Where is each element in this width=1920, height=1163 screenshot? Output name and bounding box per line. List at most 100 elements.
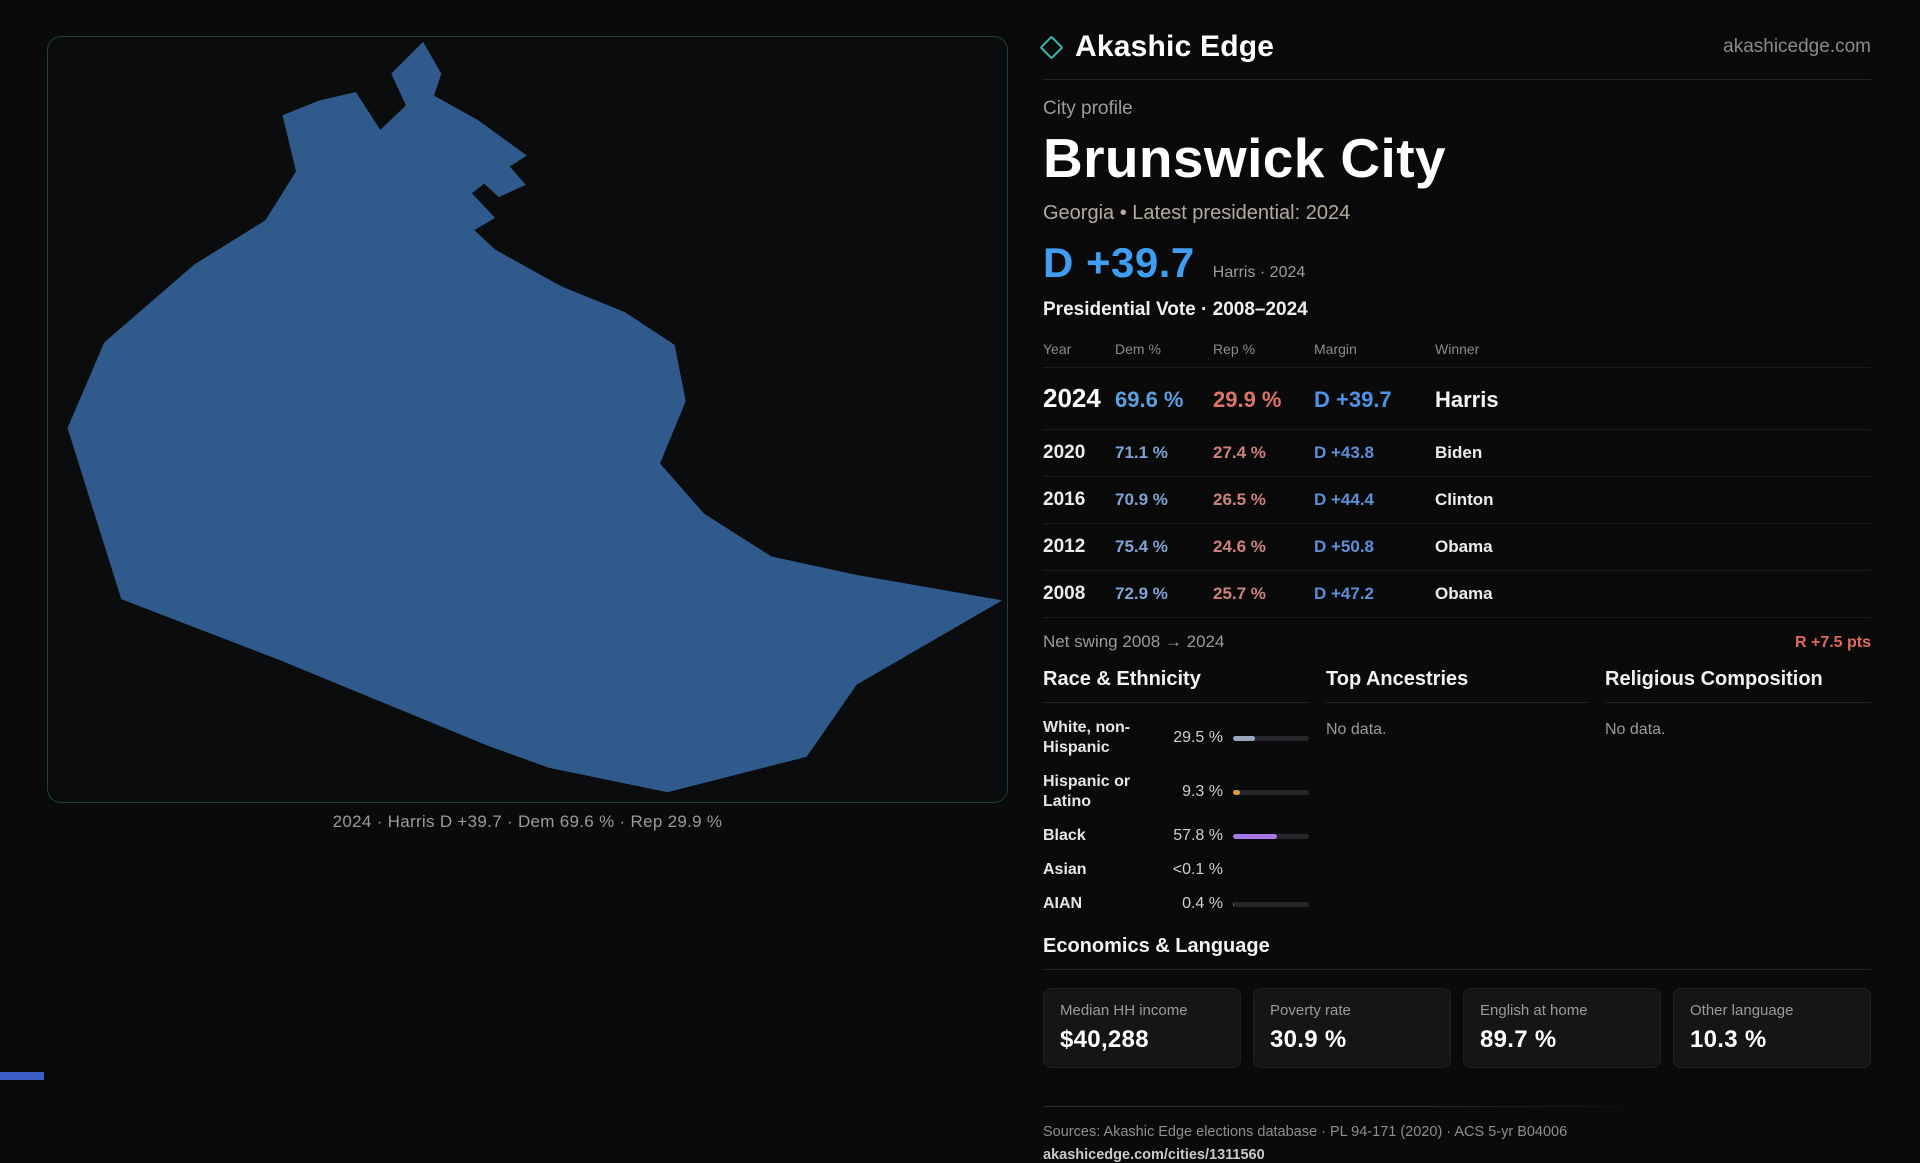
column-margin: Margin	[1314, 341, 1357, 357]
net-swing-value: R +7.5 pts	[1794, 634, 1871, 651]
race-value: 0.4 %	[1182, 895, 1223, 912]
year-cell: 2008	[1043, 583, 1086, 604]
winner-cell: Biden	[1435, 443, 1483, 462]
margin-cell: D +44.4	[1314, 490, 1375, 509]
year-cell: 2012	[1043, 536, 1086, 557]
sources-text: Sources: Akashic Edge elections database…	[1043, 1124, 1568, 1140]
stat-label: English at home	[1480, 1002, 1588, 1019]
rep-cell: 26.5 %	[1213, 490, 1266, 509]
race-label: White, non-Hispanic	[1043, 719, 1131, 756]
race-bar	[1233, 901, 1309, 907]
footer: Sources: Akashic Edge elections database…	[1043, 1106, 1871, 1163]
religious-composition-column: Religious Composition No data.	[1605, 668, 1871, 921]
page-title: Brunswick City	[1043, 127, 1446, 189]
footer-divider	[1043, 1106, 1871, 1107]
race-bar	[1233, 735, 1309, 741]
stat-label: Median HH income	[1060, 1002, 1188, 1019]
rep-cell: 27.4 %	[1213, 443, 1266, 462]
brand-domain-link[interactable]: akashicedge.com	[1723, 36, 1871, 57]
margin-cell: D +39.7	[1314, 387, 1392, 412]
race-bar	[1233, 833, 1309, 839]
top-ancestries-column: Top Ancestries No data.	[1326, 668, 1588, 921]
stat-value: 89.7 %	[1480, 1026, 1557, 1053]
race-label: Hispanic or Latino	[1043, 773, 1131, 810]
economics-stats: Median HH income $40,288 Poverty rate 30…	[1043, 988, 1871, 1068]
headline-margin-value: D +39.7	[1043, 239, 1195, 286]
race-value: <0.1 %	[1172, 861, 1223, 878]
city-boundary-map	[67, 41, 1003, 793]
rep-cell: 29.9 %	[1213, 387, 1282, 412]
race-label: AIAN	[1043, 895, 1083, 912]
demographics-section: Race & Ethnicity White, non-Hispanic 29.…	[1043, 668, 1871, 921]
race-value: 9.3 %	[1182, 783, 1223, 800]
list-item: White, non-Hispanic 29.5 %	[1043, 711, 1309, 765]
dem-cell: 69.6 %	[1115, 387, 1184, 412]
stat-value: 10.3 %	[1690, 1026, 1767, 1053]
race-rows: White, non-Hispanic 29.5 % Hispanic or L…	[1043, 711, 1309, 921]
stat-label: Poverty rate	[1270, 1002, 1351, 1019]
city-boundary-shape	[67, 41, 1003, 793]
race-bar	[1233, 789, 1309, 795]
list-item: AIAN 0.4 %	[1043, 887, 1309, 921]
economics-title: Economics & Language	[1043, 935, 1871, 970]
kicker-label: City profile	[1043, 98, 1133, 119]
list-item: Black 57.8 %	[1043, 819, 1309, 853]
top-ancestries-title: Top Ancestries	[1326, 668, 1588, 703]
year-cell: 2020	[1043, 442, 1086, 463]
table-row: 2020 71.1 % 27.4 % D +43.8 Biden	[1043, 430, 1871, 477]
race-label: Black	[1043, 827, 1086, 844]
table-row: 2008 72.9 % 25.7 % D +47.2 Obama	[1043, 571, 1871, 618]
rep-cell: 24.6 %	[1213, 537, 1266, 556]
permalink[interactable]: akashicedge.com/cities/1311560	[1043, 1147, 1265, 1163]
column-dem: Dem %	[1115, 341, 1161, 357]
stat-card-poverty-rate: Poverty rate 30.9 %	[1253, 988, 1451, 1068]
profile-panel: Akashic Edge akashicedge.com City profil…	[1039, 30, 1871, 1163]
year-cell: 2024	[1043, 383, 1101, 413]
stat-value: $40,288	[1060, 1026, 1149, 1053]
column-rep: Rep %	[1213, 341, 1256, 357]
table-row: 2016 70.9 % 26.5 % D +44.4 Clinton	[1043, 477, 1871, 524]
net-swing-label: Net swing 2008 → 2024	[1043, 632, 1225, 651]
winner-cell: Obama	[1435, 537, 1493, 556]
headline-margin-row: D +39.7 Harris · 2024	[1043, 239, 1871, 287]
dem-cell: 71.1 %	[1115, 443, 1168, 462]
header: Akashic Edge akashicedge.com	[1039, 30, 1871, 80]
net-swing-row: Net swing 2008 → 2024 R +7.5 pts	[1043, 632, 1871, 652]
no-data-text: No data.	[1605, 721, 1666, 738]
rep-cell: 25.7 %	[1213, 584, 1266, 603]
margin-cell: D +47.2	[1314, 584, 1375, 603]
stat-card-other-language: Other language 10.3 %	[1673, 988, 1871, 1068]
map-caption: 2024 · Harris D +39.7 · Dem 69.6 % · Rep…	[332, 812, 723, 831]
race-value: 29.5 %	[1173, 729, 1223, 746]
dem-cell: 72.9 %	[1115, 584, 1168, 603]
no-data-text: No data.	[1326, 721, 1387, 738]
stat-card-median-income: Median HH income $40,288	[1043, 988, 1241, 1068]
headline-margin-note: Harris · 2024	[1212, 264, 1306, 281]
table-row: 2024 69.6 % 29.9 % D +39.7 Harris	[1043, 368, 1871, 430]
city-map-panel	[47, 36, 1008, 803]
diamond-logo-icon	[1039, 34, 1064, 60]
race-label: Asian	[1043, 861, 1087, 878]
list-item: Asian <0.1 %	[1043, 853, 1309, 887]
margin-cell: D +43.8	[1314, 443, 1375, 462]
year-cell: 2016	[1043, 489, 1086, 510]
brand: Akashic Edge	[1039, 30, 1274, 64]
race-ethnicity-title: Race & Ethnicity	[1043, 668, 1309, 703]
religious-composition-title: Religious Composition	[1605, 668, 1871, 703]
winner-cell: Clinton	[1435, 490, 1494, 509]
vote-table-title: Presidential Vote · 2008–2024	[1043, 299, 1308, 320]
subtitle: Georgia • Latest presidential: 2024	[1043, 202, 1351, 224]
winner-cell: Harris	[1435, 387, 1499, 412]
vote-table-header: Year Dem % Rep % Margin Winner	[1043, 331, 1871, 368]
stat-label: Other language	[1690, 1002, 1794, 1019]
stat-value: 30.9 %	[1270, 1026, 1347, 1053]
column-winner: Winner	[1435, 341, 1480, 357]
vote-table: Year Dem % Rep % Margin Winner 2024 69.6…	[1043, 331, 1871, 618]
dem-cell: 75.4 %	[1115, 537, 1168, 556]
table-row: 2012 75.4 % 24.6 % D +50.8 Obama	[1043, 524, 1871, 571]
list-item: Hispanic or Latino 9.3 %	[1043, 765, 1309, 819]
winner-cell: Obama	[1435, 584, 1493, 603]
race-ethnicity-column: Race & Ethnicity White, non-Hispanic 29.…	[1043, 668, 1309, 921]
stat-card-english-at-home: English at home 89.7 %	[1463, 988, 1661, 1068]
bottom-left-accent-bar	[0, 1072, 44, 1080]
